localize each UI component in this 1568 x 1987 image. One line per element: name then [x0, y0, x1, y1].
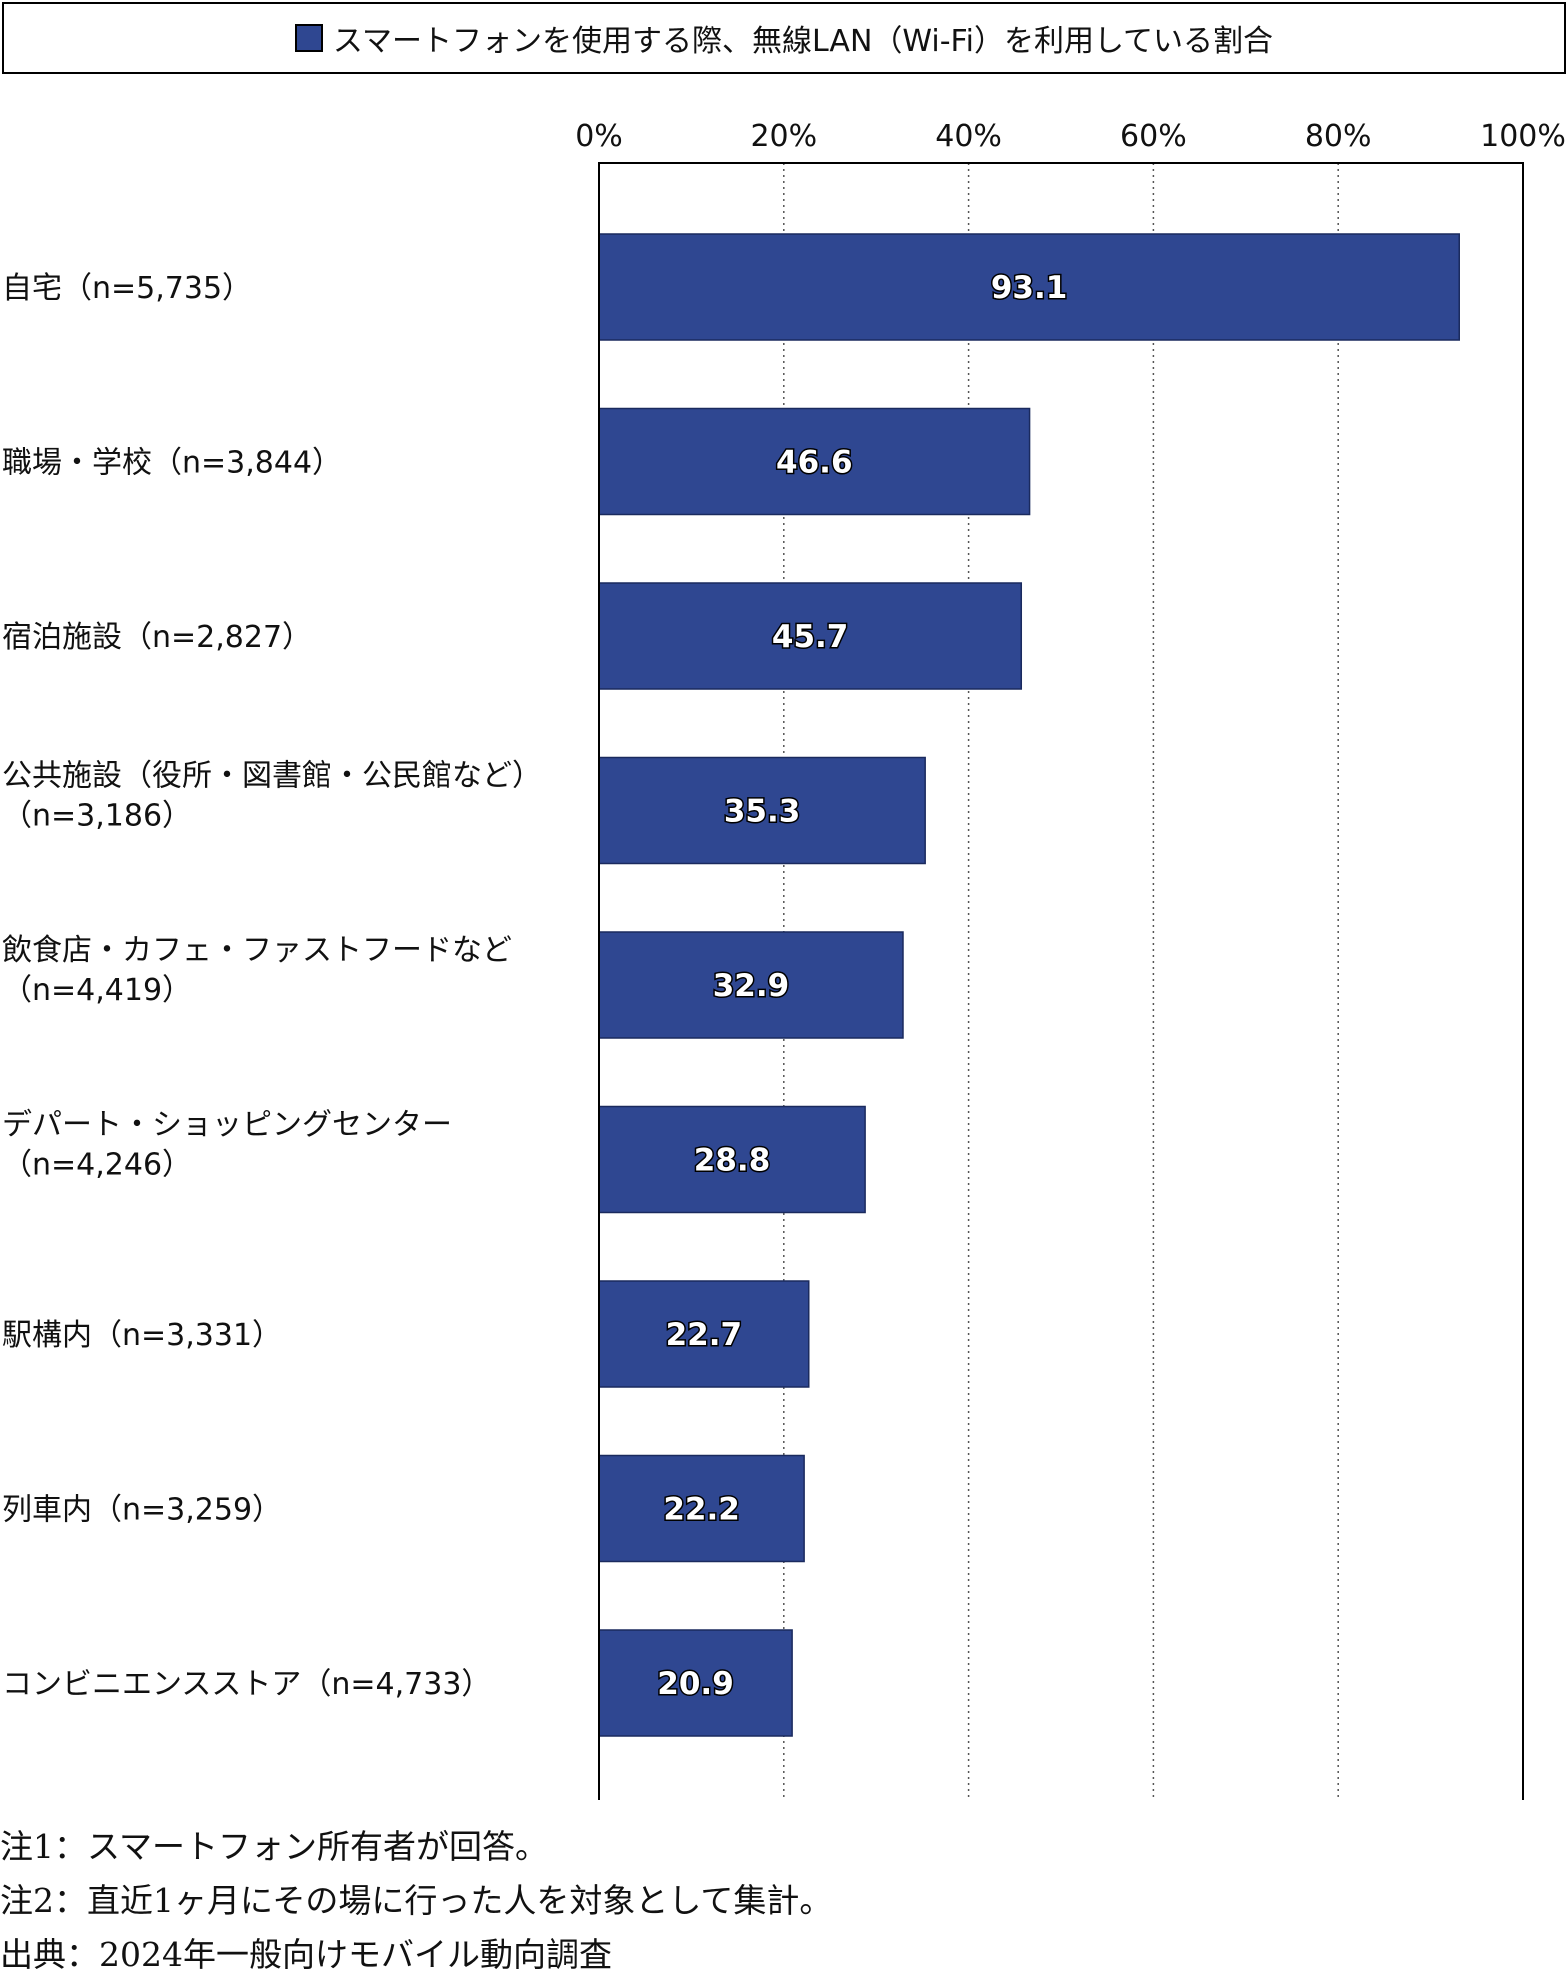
bar: [598, 1105, 866, 1214]
note-2: 注2：直近1ヶ月にその場に行った人を対象として集計。: [0, 1881, 833, 1920]
plot-frame: [598, 162, 1524, 1800]
bar-value-label: 35.3: [724, 794, 801, 830]
category-label-line: デパート・ショッピングセンター: [2, 1108, 452, 1143]
category-label: コンビニエンスストア（n=4,733）: [2, 1667, 491, 1702]
category-label: 列車内（n=3,259）: [2, 1493, 282, 1528]
x-tick-label: 80%: [1305, 119, 1372, 154]
category-label-line: 飲食店・カフェ・ファストフードなど: [2, 933, 512, 968]
bar-value-label: 22.2: [663, 1492, 740, 1528]
x-tick-label: 60%: [1120, 119, 1187, 154]
legend-label: スマートフォンを使用する際、無線LAN（Wi-Fi）を利用している割合: [332, 24, 1274, 59]
category-labels: 自宅（n=5,735） 職場・学校（n=3,844） 宿泊施設（n=2,827） 公共…: [2, 271, 542, 1702]
bar-chart: 0% 20% 40% 60% 80% 100% 自宅（n=5,735） 職場・学校（n=3,…: [2, 119, 1566, 1800]
x-axis-ticks: 0% 20% 40% 60% 80% 100%: [575, 119, 1566, 154]
bar: [598, 407, 1031, 516]
x-tick-label: 100%: [1480, 119, 1566, 154]
legend-swatch: [294, 24, 323, 52]
bar: [598, 233, 1460, 341]
note-1: 注1：スマートフォン所有者が回答。: [0, 1827, 549, 1866]
category-label: 公共施設（役所・図書館・公民館など） （n=3,186）: [2, 759, 542, 834]
bar: [598, 1629, 793, 1737]
category-label-line: （n=3,186）: [2, 799, 192, 834]
bar-value-label: 32.9: [713, 968, 790, 1004]
category-label-line: 列車内（n=3,259）: [2, 1493, 282, 1528]
bar: [598, 756, 926, 865]
bar-value-label: 28.8: [694, 1143, 771, 1179]
bar-value-label: 20.9: [657, 1666, 734, 1702]
bar: [598, 931, 904, 1039]
category-label-line: （n=4,246）: [2, 1148, 192, 1183]
category-label: 駅構内（n=3,331）: [2, 1318, 282, 1353]
category-label-line: 公共施設（役所・図書館・公民館など）: [2, 759, 542, 794]
category-label: 飲食店・カフェ・ファストフードなど （n=4,419）: [2, 933, 512, 1008]
category-label-line: 駅構内（n=3,331）: [2, 1318, 282, 1353]
category-label-line: コンビニエンスストア（n=4,733）: [2, 1667, 491, 1702]
x-tick-label: 20%: [750, 119, 817, 154]
legend: スマートフォンを使用する際、無線LAN（Wi-Fi）を利用している割合: [2, 2, 1566, 74]
bar-value-label: 93.1: [991, 270, 1068, 306]
category-label: 自宅（n=5,735）: [2, 271, 252, 306]
x-tick-label: 0%: [575, 119, 623, 154]
category-label-line: 職場・学校（n=3,844）: [2, 446, 342, 481]
bar-value-label: 45.7: [772, 619, 849, 655]
category-label-line: 自宅（n=5,735）: [2, 271, 252, 306]
category-label-line: （n=4,419）: [2, 973, 192, 1008]
category-label: デパート・ショッピングセンター （n=4,246）: [2, 1108, 452, 1183]
bar: [598, 1454, 805, 1563]
category-label-line: 宿泊施設（n=2,827）: [2, 620, 312, 655]
bars: 93.1 46.6 45.7 35.3 32.9 28.8 22.7 22.2 20.9: [598, 233, 1460, 1737]
bar-value-label: 46.6: [776, 445, 853, 481]
source-note: 出典：2024年一般向けモバイル動向調査: [0, 1935, 612, 1974]
x-tick-label: 40%: [935, 119, 1002, 154]
category-label: 宿泊施設（n=2,827）: [2, 620, 312, 655]
category-label: 職場・学校（n=3,844）: [2, 446, 342, 481]
bar: [598, 582, 1023, 690]
bar-value-label: 22.7: [666, 1317, 743, 1353]
